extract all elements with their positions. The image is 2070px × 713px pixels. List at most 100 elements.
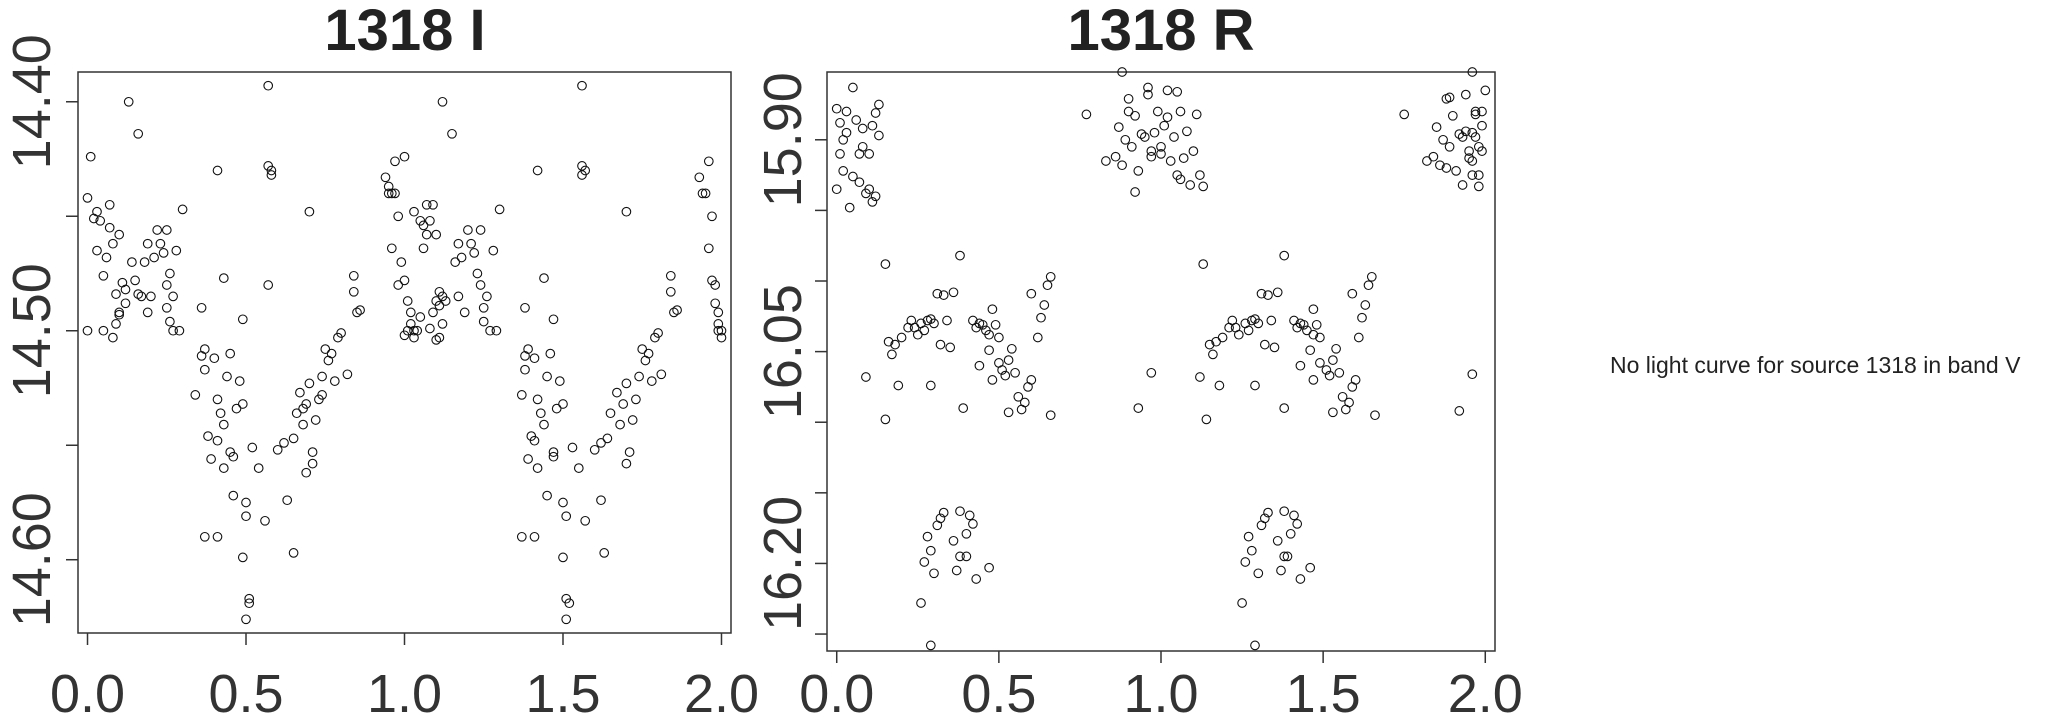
data-point [317, 371, 327, 382]
data-point [938, 507, 949, 518]
data-point [390, 188, 400, 199]
data-point [1298, 319, 1309, 330]
data-point [301, 467, 312, 478]
data-point [1143, 82, 1153, 93]
data-point [1133, 166, 1144, 176]
data-point [1464, 146, 1474, 156]
data-point [542, 371, 552, 382]
data-point [955, 551, 965, 562]
x-tick-label: 0.0 [799, 664, 874, 713]
data-point [405, 307, 416, 318]
data-point [554, 376, 565, 386]
data-point [1003, 355, 1014, 365]
data-point [844, 202, 855, 213]
data-point [1464, 153, 1474, 163]
data-point [637, 344, 648, 354]
data-point [841, 106, 852, 117]
data-point [529, 353, 540, 364]
data-point [120, 284, 131, 295]
data-point [165, 268, 175, 279]
data-point [1438, 134, 1448, 145]
data-point [951, 565, 962, 576]
data-point [266, 170, 277, 180]
data-point [161, 280, 172, 290]
data-point [1036, 312, 1046, 323]
data-point [994, 358, 1004, 368]
data-point [1152, 106, 1163, 117]
y-tick-label: 14.50 [2, 263, 62, 398]
data-point [336, 328, 346, 338]
data-point [1334, 367, 1345, 378]
data-point [298, 419, 308, 430]
data-point [120, 298, 131, 309]
data-point [418, 220, 429, 231]
data-point [168, 325, 178, 336]
data-point [532, 165, 543, 176]
data-point [596, 495, 606, 506]
data-point [168, 291, 178, 302]
data-point [1295, 360, 1306, 371]
data-point [95, 215, 106, 226]
data-point [1470, 132, 1481, 142]
data-point [494, 204, 505, 215]
data-point [133, 128, 144, 139]
data-point [848, 82, 858, 93]
data-point [1204, 339, 1215, 350]
data-point [396, 257, 407, 267]
data-point [1289, 510, 1299, 521]
data-point [539, 273, 549, 283]
data-point [104, 222, 115, 233]
data-point [149, 252, 159, 263]
data-point [1279, 250, 1290, 261]
data-point [1282, 551, 1293, 562]
data-point [320, 344, 331, 354]
data-point [431, 229, 442, 240]
data-point [206, 454, 216, 464]
data-point [1162, 85, 1173, 96]
data-point [82, 193, 93, 203]
data-point [883, 336, 894, 347]
data-point [1451, 166, 1461, 176]
data-point [1253, 318, 1264, 329]
data-point [393, 211, 404, 222]
data-point [1460, 126, 1471, 137]
data-point [1253, 568, 1264, 579]
data-point [867, 197, 878, 207]
data-point [835, 149, 845, 159]
data-point [925, 545, 936, 556]
data-point [288, 548, 299, 558]
data-point [1428, 151, 1439, 162]
data-point [1350, 375, 1361, 385]
data-point [874, 99, 884, 110]
data-point [1353, 332, 1364, 343]
data-point [573, 463, 584, 473]
data-point [564, 598, 575, 609]
data-point [158, 248, 169, 258]
data-point [1276, 565, 1286, 576]
data-point [1431, 122, 1442, 132]
data-point [1240, 557, 1251, 567]
data-point [1143, 89, 1153, 100]
data-point [1156, 149, 1166, 159]
data-point [1363, 280, 1374, 291]
data-point [225, 348, 236, 359]
data-point [1256, 288, 1267, 299]
data-point [919, 557, 930, 567]
data-point [234, 376, 245, 386]
data-point [548, 314, 559, 325]
data-point [418, 243, 429, 254]
data-point [85, 151, 96, 162]
data-point [101, 252, 112, 263]
data-point [919, 325, 930, 336]
data-point [1110, 151, 1121, 162]
data-point [247, 442, 258, 453]
data-point [146, 291, 156, 302]
data-point [272, 444, 283, 455]
data-point [482, 291, 492, 302]
data-point [380, 172, 391, 183]
data-point [529, 531, 540, 542]
data-point [453, 238, 464, 249]
data-point [133, 289, 144, 299]
data-point [1480, 85, 1491, 96]
data-point [1324, 370, 1335, 381]
